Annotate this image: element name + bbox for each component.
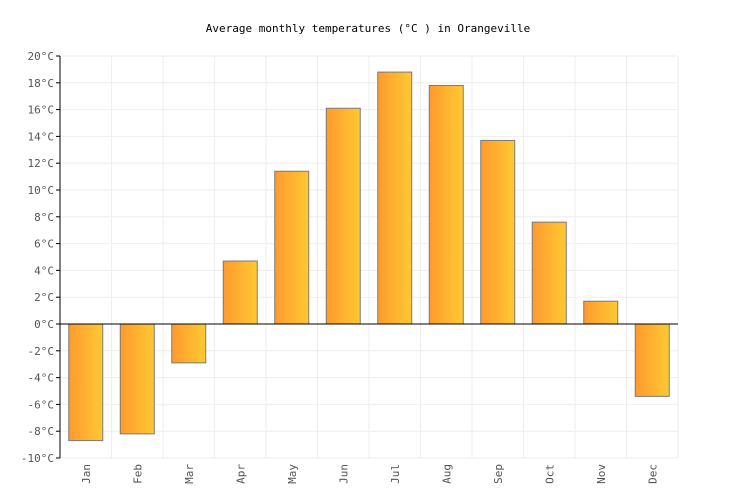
x-tick-label: Sep [492, 464, 505, 484]
bars [68, 71, 670, 442]
y-tick-label: -4°C [28, 372, 55, 385]
x-tick-label: Apr [234, 464, 247, 484]
bar-mar [171, 323, 207, 364]
x-tick-label: May [286, 464, 299, 484]
bar-feb [119, 323, 155, 435]
x-tick-label: Jul [389, 464, 402, 484]
x-tick-label: Aug [440, 464, 453, 484]
bar-apr [222, 260, 258, 325]
y-tick-label: 20°C [28, 50, 55, 63]
y-tick-label: -8°C [28, 425, 55, 438]
y-tick-label: 4°C [34, 264, 54, 277]
bar-jun [325, 107, 361, 325]
bar-nov [583, 300, 619, 325]
x-tick-label: Jun [337, 464, 350, 484]
bar-may [274, 170, 310, 325]
y-tick-label: -10°C [21, 452, 54, 465]
bar-jul [377, 71, 413, 325]
y-tick-label: 14°C [28, 130, 55, 143]
y-tick-label: 18°C [28, 77, 55, 90]
x-tick-label: Oct [543, 464, 556, 484]
x-tick-label: Jan [80, 464, 93, 484]
y-tick-label: 0°C [34, 318, 54, 331]
x-tick-label: Feb [131, 464, 144, 484]
bar-oct [531, 221, 567, 325]
chart-title: Average monthly temperatures (°C ) in Or… [206, 22, 531, 35]
x-tick-label: Dec [646, 464, 659, 484]
y-tick-label: 6°C [34, 238, 54, 251]
y-tick-label: 10°C [28, 184, 55, 197]
x-tick-label: Mar [183, 464, 196, 484]
y-tick-label: 8°C [34, 211, 54, 224]
bar-jan [68, 323, 104, 442]
y-tick-label: 2°C [34, 291, 54, 304]
y-tick-label: -2°C [28, 345, 55, 358]
axes [56, 55, 678, 459]
bar-dec [634, 323, 670, 397]
y-tick-label: 12°C [28, 157, 55, 170]
y-tick-label: -6°C [28, 398, 55, 411]
bar-sep [480, 139, 516, 325]
bar-aug [428, 84, 464, 325]
x-tick-label: Nov [595, 464, 608, 484]
y-tick-label: 16°C [28, 104, 55, 117]
tick-labels: -10°C -8°C -6°C -4°C -2°C 0°C 2°C 4°C 6°C 8°C 10°C… [21, 50, 659, 484]
